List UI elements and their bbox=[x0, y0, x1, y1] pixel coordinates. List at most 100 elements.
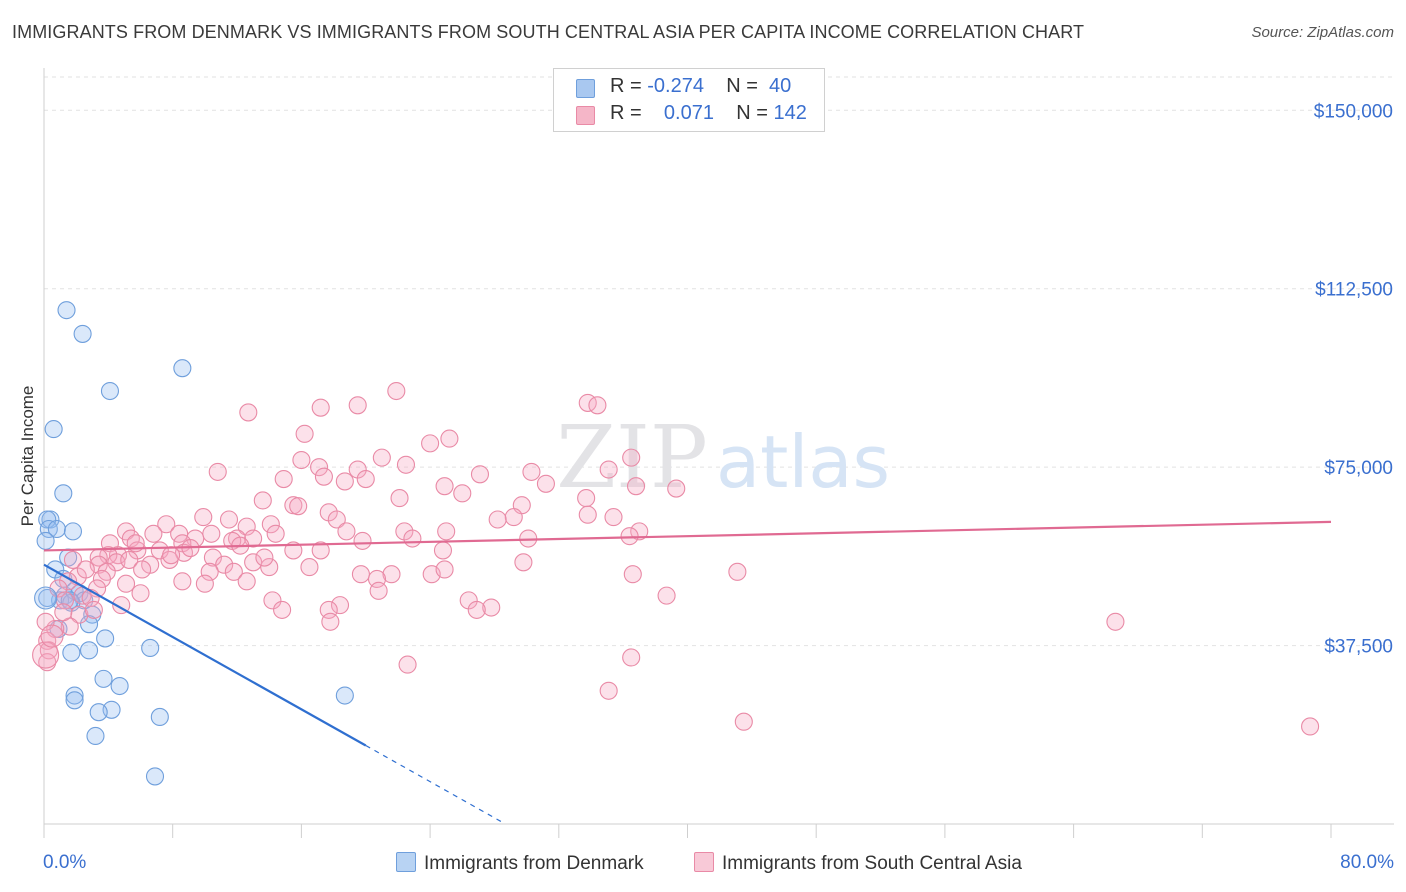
point-south-central-asia bbox=[157, 515, 176, 534]
point-south-central-asia bbox=[261, 515, 280, 534]
point-south-central-asia bbox=[266, 524, 285, 543]
point-south-central-asia bbox=[292, 450, 311, 470]
point-south-central-asia bbox=[372, 448, 391, 467]
legend-n-label: N = bbox=[726, 75, 764, 97]
point-south-central-asia bbox=[482, 598, 501, 617]
point-denmark bbox=[34, 586, 58, 610]
point-south-central-asia bbox=[667, 479, 686, 498]
point-south-central-asia bbox=[396, 455, 416, 474]
point-south-central-asia bbox=[536, 474, 555, 493]
point-denmark bbox=[44, 420, 63, 439]
point-south-central-asia bbox=[194, 508, 213, 527]
point-south-central-asia bbox=[131, 584, 150, 603]
point-south-central-asia bbox=[604, 508, 623, 527]
chart-title: IMMIGRANTS FROM DENMARK VS IMMIGRANTS FR… bbox=[12, 22, 1085, 42]
y-tick-label: $75,000 bbox=[1324, 458, 1393, 479]
point-south-central-asia bbox=[657, 586, 676, 605]
point-south-central-asia bbox=[437, 522, 456, 541]
point-denmark bbox=[100, 381, 120, 401]
point-south-central-asia bbox=[311, 398, 330, 417]
point-south-central-asia bbox=[522, 462, 541, 481]
point-south-central-asia bbox=[84, 600, 103, 619]
point-south-central-asia bbox=[295, 424, 314, 443]
point-south-central-asia bbox=[260, 558, 279, 577]
point-south-central-asia bbox=[626, 477, 646, 496]
bottom-legend-denmark: Immigrants from Denmark bbox=[396, 852, 644, 875]
legend-swatch-denmark bbox=[576, 79, 595, 98]
legend-r-value: -0.274 bbox=[647, 75, 704, 97]
point-south-central-asia bbox=[599, 681, 618, 700]
point-south-central-asia bbox=[150, 541, 169, 560]
point-south-central-asia bbox=[38, 631, 57, 650]
bottom-legend-swatch-south-central-asia bbox=[694, 852, 714, 872]
point-south-central-asia bbox=[162, 546, 181, 565]
point-south-central-asia bbox=[504, 508, 523, 527]
point-south-central-asia bbox=[215, 555, 234, 574]
point-south-central-asia bbox=[173, 572, 192, 591]
point-denmark bbox=[86, 726, 105, 746]
y-axis-label: Per Capita Income bbox=[18, 385, 37, 527]
point-south-central-asia bbox=[622, 448, 641, 467]
point-south-central-asia bbox=[369, 581, 388, 600]
point-denmark bbox=[335, 686, 354, 705]
legend-r-label: R = bbox=[610, 102, 648, 124]
point-south-central-asia bbox=[514, 553, 533, 572]
point-denmark bbox=[73, 324, 92, 343]
point-south-central-asia bbox=[253, 491, 272, 510]
point-denmark bbox=[110, 676, 129, 696]
y-tick-label: $112,500 bbox=[1315, 280, 1393, 301]
legend-r-value: 0.071 bbox=[663, 102, 714, 124]
point-denmark bbox=[47, 519, 66, 539]
point-denmark bbox=[79, 641, 99, 660]
point-south-central-asia bbox=[289, 497, 308, 516]
point-south-central-asia bbox=[63, 550, 83, 569]
point-denmark bbox=[150, 707, 169, 726]
point-denmark bbox=[62, 643, 81, 662]
trend-line-denmark-extension bbox=[365, 744, 503, 823]
point-denmark bbox=[54, 484, 73, 503]
watermark-atlas: atlas bbox=[716, 420, 890, 504]
point-south-central-asia bbox=[36, 612, 55, 631]
point-south-central-asia bbox=[421, 434, 440, 453]
bottom-legend-label-south-central-asia: Immigrants from South Central Asia bbox=[722, 853, 1022, 874]
point-south-central-asia bbox=[728, 562, 747, 581]
point-south-central-asia bbox=[467, 600, 486, 619]
source-label: Source: ZipAtlas.com bbox=[1251, 24, 1394, 41]
point-south-central-asia bbox=[195, 574, 214, 593]
point-denmark bbox=[63, 522, 83, 541]
point-south-central-asia bbox=[311, 541, 330, 560]
trend-line-denmark bbox=[43, 563, 367, 747]
point-south-central-asia bbox=[488, 510, 507, 529]
point-south-central-asia bbox=[237, 517, 256, 536]
point-south-central-asia bbox=[390, 489, 409, 508]
point-south-central-asia bbox=[263, 591, 282, 610]
point-south-central-asia bbox=[200, 562, 219, 581]
point-denmark bbox=[94, 669, 113, 688]
legend-n-value: 40 bbox=[769, 75, 792, 97]
point-denmark bbox=[89, 703, 108, 722]
trend-lines bbox=[43, 520, 1332, 823]
point-south-central-asia bbox=[623, 565, 642, 584]
point-south-central-asia bbox=[453, 484, 472, 503]
watermark: ZIP atlas bbox=[556, 408, 890, 508]
point-south-central-asia bbox=[734, 712, 753, 731]
point-south-central-asia bbox=[273, 600, 292, 619]
point-south-central-asia bbox=[588, 396, 607, 415]
point-south-central-asia bbox=[351, 565, 370, 584]
point-south-central-asia bbox=[49, 579, 68, 598]
legend-r-label: R = bbox=[610, 75, 648, 97]
point-south-central-asia bbox=[353, 531, 372, 550]
point-south-central-asia bbox=[144, 524, 163, 543]
trend-line-south-central-asia bbox=[43, 520, 1332, 552]
point-south-central-asia bbox=[403, 529, 422, 548]
point-denmark bbox=[79, 615, 99, 634]
point-denmark bbox=[96, 629, 115, 648]
bottom-legend-label-denmark: Immigrants from Denmark bbox=[424, 853, 644, 874]
point-denmark bbox=[65, 691, 84, 710]
point-south-central-asia bbox=[387, 381, 406, 401]
point-south-central-asia bbox=[330, 596, 350, 615]
point-south-central-asia bbox=[433, 541, 453, 560]
legend-n-value: 142 bbox=[773, 102, 807, 124]
point-south-central-asia bbox=[440, 429, 459, 448]
